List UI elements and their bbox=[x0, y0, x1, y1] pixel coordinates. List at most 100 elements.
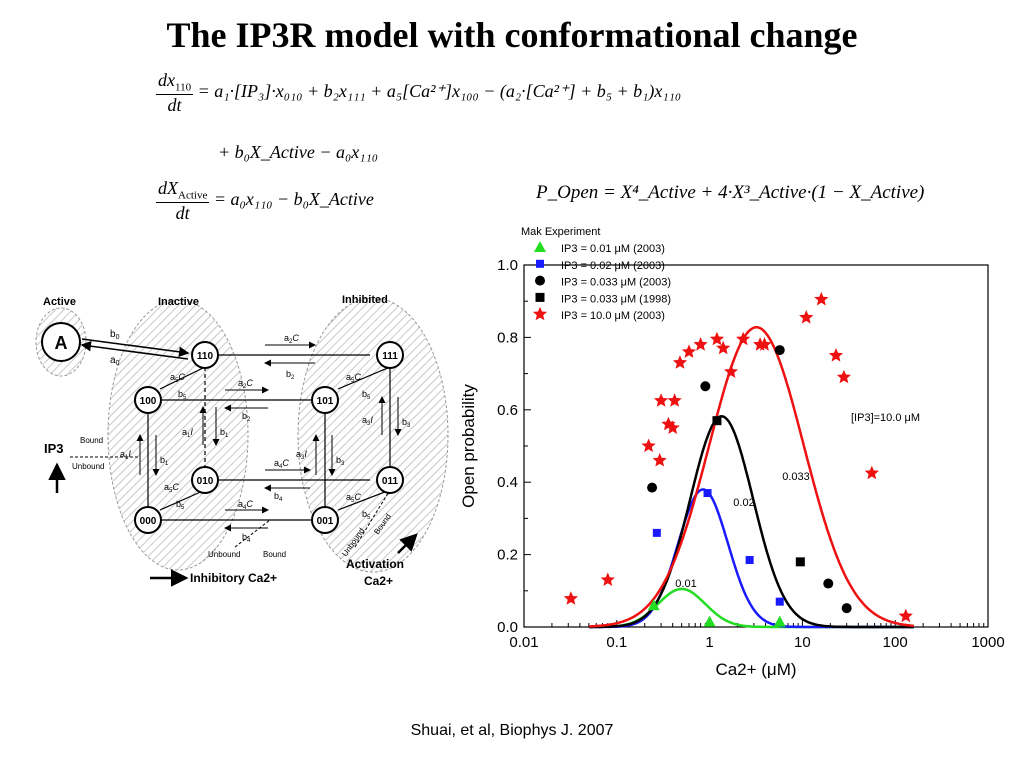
data-point bbox=[647, 482, 658, 493]
y-tick-label: 1.0 bbox=[497, 257, 518, 274]
data-point bbox=[736, 331, 751, 346]
fit-curve bbox=[589, 326, 914, 628]
data-point bbox=[600, 572, 615, 586]
inhibitory-label: Inhibitory Ca2+ bbox=[190, 571, 277, 585]
ip3-bound-label: Bound bbox=[80, 436, 103, 445]
svg-text:010: 010 bbox=[197, 476, 214, 487]
inactive-region bbox=[107, 299, 249, 571]
legend-entry: IP3 = 0.033 μM (1998) bbox=[561, 293, 671, 305]
fit-curve bbox=[589, 415, 914, 629]
x-tick-label: 0.01 bbox=[509, 634, 538, 651]
state-100: 100 bbox=[134, 386, 162, 414]
data-point bbox=[898, 608, 913, 623]
state-111: 111 bbox=[376, 341, 404, 369]
region-inactive-label: Inactive bbox=[158, 296, 199, 308]
eq1-lhs-num: dx bbox=[158, 70, 175, 90]
curve-label: 0.033 bbox=[782, 471, 810, 483]
state-a bbox=[41, 322, 81, 362]
data-point bbox=[653, 393, 669, 407]
data-point bbox=[716, 340, 731, 355]
svg-text:110: 110 bbox=[197, 351, 214, 362]
inhibited-region bbox=[297, 297, 449, 573]
equation-dx110-line2: + b₀X_Active − a₀x₁₁₀ bbox=[218, 142, 379, 162]
curve-label: 0.01 bbox=[675, 578, 696, 590]
eq2-lhs-den: dt bbox=[175, 202, 190, 223]
data-point bbox=[536, 259, 544, 268]
equation-popen: P_Open = X⁴_Active + 4·X³_Active·(1 − X_… bbox=[536, 182, 925, 203]
y-tick-label: 0.4 bbox=[497, 474, 518, 491]
data-point bbox=[535, 275, 545, 286]
data-point bbox=[775, 597, 784, 606]
data-point bbox=[799, 310, 814, 324]
data-point bbox=[773, 615, 786, 627]
x-tick-label: 1 bbox=[705, 634, 713, 651]
activation-label-2: Ca2+ bbox=[364, 574, 393, 588]
data-point bbox=[652, 453, 667, 467]
state-010: 010 bbox=[191, 466, 219, 494]
data-point bbox=[709, 331, 725, 346]
svg-text:101: 101 bbox=[317, 396, 334, 407]
eq1-rhs-line1: = a₁·[IP₃]·x₀₁₀ + b₂x₁₁₁ + a₅[Ca²⁺]x₁₀₀ … bbox=[197, 80, 682, 101]
ip3-unbound-label: Unbound bbox=[72, 462, 104, 471]
state-a-label: A bbox=[55, 333, 68, 353]
eq2-rhs: = a₀x₁₁₀ − b₀X_Active bbox=[213, 188, 374, 209]
data-point bbox=[712, 416, 722, 426]
slide-title: The IP3R model with conformational chang… bbox=[166, 15, 858, 55]
data-point bbox=[723, 364, 739, 378]
data-point bbox=[700, 381, 711, 392]
svg-text:100: 100 bbox=[140, 396, 157, 407]
legend-entry: IP3 = 10.0 μM (2003) bbox=[561, 310, 665, 322]
data-point bbox=[745, 556, 754, 565]
ip3-label: IP3 bbox=[44, 441, 64, 456]
y-tick-label: 0.6 bbox=[497, 402, 518, 419]
eq1-lhs-sub: 110 bbox=[175, 81, 192, 94]
activation-label-1: Activation bbox=[346, 557, 404, 571]
legend-entry: IP3 = 0.033 μM (2003) bbox=[561, 277, 671, 289]
data-point bbox=[828, 348, 844, 362]
rate-a0: a0 bbox=[110, 355, 120, 367]
open-probability-chart: 0.01 0.1 1 10 100 1000 0.0 0.2 0.4 0.6 0.8 1.0 Ca2+ … bbox=[459, 226, 1005, 679]
inhibitory-unbound-label: Unbound bbox=[208, 550, 240, 559]
region-active-label: Active bbox=[43, 296, 76, 308]
svg-text:000: 000 bbox=[140, 516, 157, 527]
y-tick-label: 0.8 bbox=[497, 329, 518, 346]
data-point bbox=[652, 528, 661, 537]
state-001: 001 bbox=[311, 506, 339, 534]
110-to-a-arrow bbox=[80, 340, 189, 360]
data-point bbox=[641, 438, 656, 453]
data-point bbox=[532, 306, 548, 321]
eq1-lhs-den: dt bbox=[167, 94, 182, 115]
svg-text:011: 011 bbox=[382, 476, 399, 487]
y-tick-label: 0.0 bbox=[497, 619, 518, 636]
activation-arrow bbox=[397, 533, 418, 554]
legend-entry: IP3 = 0.02 μM (2003) bbox=[561, 260, 665, 272]
data-point bbox=[841, 603, 852, 614]
data-point bbox=[864, 465, 879, 480]
data-point bbox=[757, 337, 772, 351]
inhibitory-bound-label: Bound bbox=[263, 550, 286, 559]
state-101: 101 bbox=[311, 386, 339, 414]
eq2-lhs-num: dX bbox=[158, 178, 178, 198]
legend-entry: IP3 = 0.01 μM (2003) bbox=[561, 243, 665, 255]
state-110: 110 bbox=[191, 341, 219, 369]
x-tick-label: 100 bbox=[883, 634, 908, 651]
data-point bbox=[665, 420, 680, 434]
data-point bbox=[667, 393, 682, 407]
state-diagram: Active Inactive Inhibited A b0 a0 bbox=[35, 294, 449, 588]
citation: Shuai, et al, Biophys J. 2007 bbox=[410, 722, 614, 739]
equation-dx110: dx110 dt = a₁·[IP₃]·x₀₁₀ + b₂x₁₁₁ + a₅[Ca… bbox=[156, 70, 681, 116]
x-tick-label: 1000 bbox=[971, 634, 1004, 651]
data-point bbox=[823, 578, 834, 589]
equation-dxactive: dXActive dt = a₀x₁₁₀ − b₀X_Active bbox=[156, 178, 374, 224]
curve-label: [IP3]=10.0 μM bbox=[851, 412, 920, 424]
data-point bbox=[563, 591, 578, 605]
data-point bbox=[535, 292, 545, 302]
data-point bbox=[693, 337, 708, 351]
data-point bbox=[661, 416, 676, 431]
state-000: 000 bbox=[134, 506, 162, 534]
data-point bbox=[836, 369, 851, 384]
a-to-110-arrow bbox=[81, 338, 190, 358]
eq2-lhs-sub: Active bbox=[178, 189, 208, 202]
data-point bbox=[681, 344, 697, 358]
y-tick-label: 0.2 bbox=[497, 547, 518, 564]
